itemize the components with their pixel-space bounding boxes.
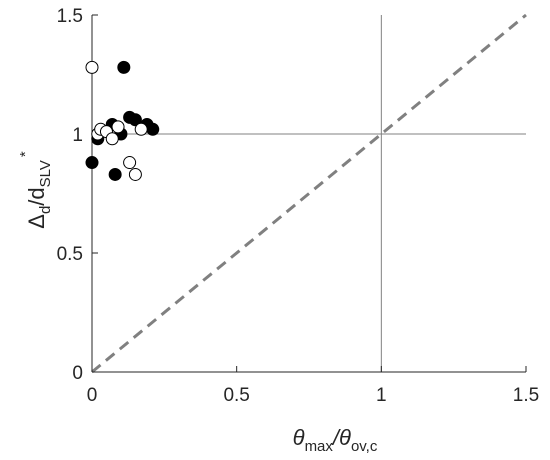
- tick-labels: 0 0.5 1 1.5 0 0.5 1 1.5: [57, 6, 540, 406]
- y-tick-label: 1.5: [57, 6, 83, 27]
- x-tick-label: 1: [376, 385, 387, 406]
- reference-lines: [91, 13, 527, 374]
- open-data-point: [128, 167, 142, 181]
- filled-data-point: [85, 156, 99, 170]
- open-data-point: [105, 132, 119, 146]
- filled-data-point: [117, 60, 131, 74]
- y-tick-label: 1: [72, 125, 83, 146]
- y-axis-label: Δd/dSLV*: [17, 151, 54, 229]
- y-tick-label: 0.5: [57, 244, 83, 265]
- reference-line-diagonal: [91, 13, 527, 374]
- data-points: [85, 60, 160, 181]
- filled-data-point: [128, 113, 142, 127]
- x-tick-label: 1.5: [513, 385, 539, 406]
- x-tick-label: 0: [87, 385, 98, 406]
- open-data-point: [134, 122, 148, 136]
- filled-data-point: [146, 122, 160, 136]
- y-tick-label: 0: [72, 363, 83, 384]
- open-data-point: [111, 120, 125, 134]
- open-data-point: [123, 156, 137, 170]
- x-axis-label: θmax/θov,c: [293, 425, 378, 455]
- filled-data-point: [108, 167, 122, 181]
- x-tick-label: 0.5: [223, 385, 249, 406]
- open-data-point: [85, 60, 99, 74]
